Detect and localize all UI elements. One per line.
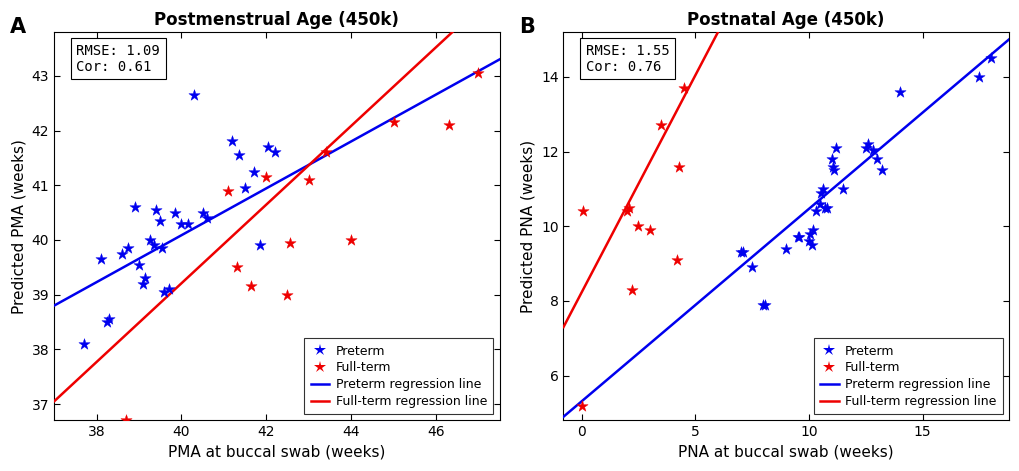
Text: RMSE: 1.09
Cor: 0.61: RMSE: 1.09 Cor: 0.61	[76, 44, 160, 74]
Point	[675, 84, 691, 92]
Point	[816, 204, 833, 211]
Point	[970, 73, 986, 81]
Point	[804, 226, 820, 234]
Y-axis label: Predicted PMA (weeks): Predicted PMA (weeks)	[11, 139, 26, 314]
Legend: Preterm, Full-term, Preterm regression line, Full-term regression line: Preterm, Full-term, Preterm regression l…	[304, 339, 493, 414]
Point	[754, 301, 770, 309]
Point	[154, 244, 170, 252]
Point	[671, 163, 687, 171]
Point	[118, 417, 135, 424]
Point	[630, 222, 646, 230]
Point	[470, 69, 486, 77]
Point	[872, 166, 889, 174]
Point	[160, 285, 176, 293]
Point	[224, 138, 240, 145]
Point	[126, 203, 143, 211]
Point	[440, 122, 457, 129]
Legend: Preterm, Full-term, Preterm regression line, Full-term regression line: Preterm, Full-term, Preterm regression l…	[813, 339, 1002, 414]
Point	[185, 91, 202, 99]
Point	[863, 146, 879, 154]
Point	[75, 340, 92, 348]
Point	[803, 241, 819, 249]
Point	[142, 236, 158, 244]
Point	[152, 217, 168, 225]
X-axis label: PMA at buccal swab (weeks): PMA at buccal swab (weeks)	[168, 445, 385, 460]
Point	[743, 264, 759, 271]
Point	[179, 220, 196, 227]
Point	[827, 144, 844, 152]
Point	[230, 151, 247, 159]
Point	[801, 230, 817, 237]
Point	[342, 236, 359, 244]
Point	[823, 163, 840, 171]
Point	[252, 242, 268, 249]
Point	[619, 208, 635, 215]
Point	[385, 119, 401, 126]
Point	[868, 155, 884, 163]
Point	[195, 209, 211, 216]
Point	[101, 316, 117, 323]
Point	[756, 301, 772, 309]
Title: Postnatal Age (450k): Postnatal Age (450k)	[687, 11, 884, 29]
Point	[834, 185, 850, 193]
Y-axis label: Predicted PNA (weeks): Predicted PNA (weeks)	[520, 140, 535, 313]
Point	[790, 234, 806, 241]
Point	[652, 122, 668, 129]
Point	[574, 208, 590, 215]
Point	[135, 280, 151, 287]
Point	[822, 155, 839, 163]
Point	[317, 149, 333, 156]
Point	[641, 226, 657, 234]
Point	[777, 245, 794, 252]
Point	[818, 204, 835, 211]
Point	[621, 204, 637, 211]
Text: A: A	[9, 16, 25, 37]
Point	[130, 261, 147, 268]
Point	[811, 200, 827, 208]
Point	[825, 166, 842, 174]
Point	[120, 244, 137, 252]
Point	[279, 291, 296, 299]
Point	[859, 140, 875, 148]
Point	[260, 143, 276, 151]
X-axis label: PNA at buccal swab (weeks): PNA at buccal swab (weeks)	[678, 445, 893, 460]
Point	[732, 249, 748, 256]
Title: Postmenstrual Age (450k): Postmenstrual Age (450k)	[154, 11, 398, 29]
Point	[891, 88, 907, 96]
Point	[812, 189, 828, 196]
Point	[258, 173, 274, 181]
Point	[573, 402, 589, 409]
Point	[981, 55, 998, 62]
Point	[243, 283, 259, 290]
Point	[138, 275, 154, 282]
Point	[173, 220, 190, 227]
Point	[807, 208, 823, 215]
Point	[301, 176, 317, 184]
Point	[266, 149, 282, 156]
Point	[146, 242, 162, 249]
Point	[789, 234, 805, 241]
Point	[93, 255, 109, 263]
Point	[99, 318, 115, 326]
Text: B: B	[519, 16, 534, 37]
Point	[800, 237, 816, 245]
Point	[236, 184, 253, 192]
Point	[148, 206, 164, 214]
Point	[857, 144, 873, 152]
Point	[668, 256, 685, 264]
Text: RMSE: 1.55
Cor: 0.76: RMSE: 1.55 Cor: 0.76	[585, 44, 668, 74]
Point	[623, 286, 639, 293]
Point	[167, 209, 183, 216]
Point	[199, 214, 215, 222]
Point	[220, 187, 236, 195]
Point	[246, 168, 262, 175]
Point	[734, 249, 750, 256]
Point	[114, 250, 130, 257]
Point	[813, 185, 829, 193]
Point	[228, 264, 245, 271]
Point	[156, 288, 172, 296]
Point	[281, 239, 298, 246]
